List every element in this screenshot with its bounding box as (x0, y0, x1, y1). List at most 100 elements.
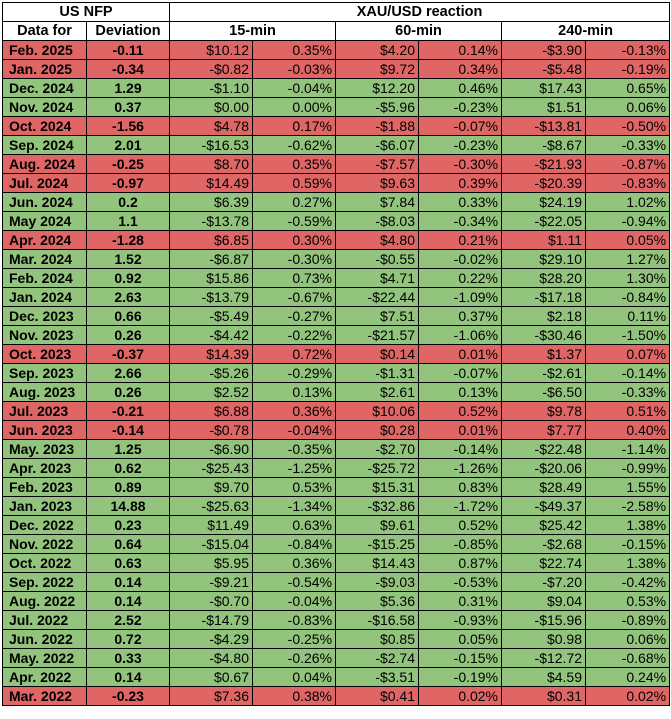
table-row: Aug. 2022 0.14 -$0.70 -0.04% $5.36 0.31% $9.04… (2, 591, 671, 611)
15-min-usd-cell: -$0.82 (169, 59, 254, 79)
60-min-usd-cell: $12.20 (335, 78, 420, 98)
60-min-pct-cell: 0.01% (418, 420, 503, 440)
15-min-usd-cell: $6.88 (169, 401, 254, 421)
240-min-pct-cell: -0.50% (585, 116, 671, 136)
60-min-pct-cell: -0.15% (418, 648, 503, 668)
240-min-pct-cell: -0.83% (585, 173, 671, 193)
240-min-pct-cell: -0.84% (585, 287, 671, 307)
deviation-cell: 2.52 (85, 610, 171, 630)
deviation-cell: 0.14 (85, 591, 171, 611)
month-cell: Nov. 2023 (2, 325, 87, 345)
60-min-pct-cell: -0.85% (418, 534, 503, 554)
240-min-pct-cell: -0.42% (585, 572, 671, 592)
60-min-usd-cell: -$5.96 (335, 97, 420, 117)
table-row: May. 2023 1.25 -$6.90 -0.35% -$2.70 -0.14% -$2… (2, 439, 671, 459)
table-row: Sep. 2023 2.66 -$5.26 -0.29% -$1.31 -0.07% -$2… (2, 363, 671, 383)
15-min-usd-cell: -$5.26 (169, 363, 254, 383)
240-min-pct-cell: 1.55% (585, 477, 671, 497)
240-min-usd-cell: $9.04 (501, 591, 587, 611)
15-min-pct-cell: -1.34% (252, 496, 337, 516)
240-min-usd-cell: -$30.46 (501, 325, 587, 345)
nfp-xau-reaction-table: US NFP XAU/USD reaction Data for Deviati… (1, 2, 671, 706)
table-row: Dec. 2022 0.23 $11.49 0.63% $9.61 0.52% $25.42… (2, 515, 671, 535)
table-row: Aug. 2024 -0.25 $8.70 0.35% -$7.57 -0.30% -$21… (2, 154, 671, 174)
60-min-usd-cell: $0.28 (335, 420, 420, 440)
15-min-pct-cell: 0.13% (252, 382, 337, 402)
60-min-pct-cell: -0.02% (418, 249, 503, 269)
15-min-pct-cell: 0.73% (252, 268, 337, 288)
60-min-pct-cell: 0.22% (418, 268, 503, 288)
deviation-cell: 0.14 (85, 667, 171, 687)
table-row: Apr. 2023 0.62 -$25.43 -1.25% -$25.72 -1.26% -… (2, 458, 671, 478)
60-min-pct-cell: 0.21% (418, 230, 503, 250)
240-min-pct-cell: -0.15% (585, 534, 671, 554)
60-min-header: 60-min (335, 21, 503, 41)
table-row: Nov. 2023 0.26 -$4.42 -0.22% -$21.57 -1.06% -$… (2, 325, 671, 345)
60-min-usd-cell: -$15.25 (335, 534, 420, 554)
15-min-usd-cell: $8.70 (169, 154, 254, 174)
month-cell: Feb. 2023 (2, 477, 87, 497)
15-min-pct-cell: 0.38% (252, 686, 337, 706)
month-cell: May 2024 (2, 211, 87, 231)
240-min-usd-cell: -$21.93 (501, 154, 587, 174)
240-min-usd-cell: -$20.06 (501, 458, 587, 478)
month-cell: Sep. 2022 (2, 572, 87, 592)
60-min-pct-cell: 0.87% (418, 553, 503, 573)
240-min-usd-cell: $9.78 (501, 401, 587, 421)
240-min-pct-cell: 0.53% (585, 591, 671, 611)
deviation-cell: 0.2 (85, 192, 171, 212)
15-min-usd-cell: -$13.78 (169, 211, 254, 231)
60-min-usd-cell: $10.06 (335, 401, 420, 421)
60-min-pct-cell: -0.34% (418, 211, 503, 231)
table-row: Mar. 2024 1.52 -$6.87 -0.30% -$0.55 -0.02% $29… (2, 249, 671, 269)
240-min-pct-cell: -2.58% (585, 496, 671, 516)
table-row: Dec. 2024 1.29 -$1.10 -0.04% $12.20 0.46% $17.… (2, 78, 671, 98)
240-min-pct-cell: -0.94% (585, 211, 671, 231)
table-row: Sep. 2024 2.01 -$16.53 -0.62% -$6.07 -0.23% -$… (2, 135, 671, 155)
60-min-usd-cell: $15.31 (335, 477, 420, 497)
15-min-usd-cell: -$1.10 (169, 78, 254, 98)
15-min-pct-cell: -0.54% (252, 572, 337, 592)
deviation-cell: 0.63 (85, 553, 171, 573)
table-row: Apr. 2024 -1.28 $6.85 0.30% $4.80 0.21% $1.11 0… (2, 230, 671, 250)
15-min-pct-cell: -0.25% (252, 629, 337, 649)
60-min-pct-cell: 0.83% (418, 477, 503, 497)
240-min-pct-cell: 0.11% (585, 306, 671, 326)
month-cell: Sep. 2023 (2, 363, 87, 383)
table-row: Sep. 2022 0.14 -$9.21 -0.54% -$9.03 -0.53% -$7… (2, 572, 671, 592)
240-min-pct-cell: 0.51% (585, 401, 671, 421)
15-min-usd-cell: -$16.53 (169, 135, 254, 155)
deviation-cell: 0.14 (85, 572, 171, 592)
month-cell: Jun. 2024 (2, 192, 87, 212)
60-min-usd-cell: $4.20 (335, 40, 420, 60)
60-min-pct-cell: -0.07% (418, 363, 503, 383)
table-row: Jul. 2022 2.52 -$14.79 -0.83% -$16.58 -0.93% -… (2, 610, 671, 630)
15-min-usd-cell: $14.39 (169, 344, 254, 364)
240-min-pct-cell: 0.06% (585, 629, 671, 649)
60-min-usd-cell: $4.71 (335, 268, 420, 288)
month-cell: Nov. 2022 (2, 534, 87, 554)
15-min-pct-cell: 0.53% (252, 477, 337, 497)
month-cell: Aug. 2024 (2, 154, 87, 174)
240-min-usd-cell: -$22.05 (501, 211, 587, 231)
15-min-pct-cell: -0.30% (252, 249, 337, 269)
15-min-usd-cell: -$14.79 (169, 610, 254, 630)
15-min-usd-cell: $9.70 (169, 477, 254, 497)
60-min-usd-cell: -$9.03 (335, 572, 420, 592)
240-min-pct-cell: 0.05% (585, 230, 671, 250)
table-row: Jan. 2024 2.63 -$13.79 -0.67% -$22.44 -1.09% -… (2, 287, 671, 307)
240-min-usd-cell: $7.77 (501, 420, 587, 440)
table-row: Jan. 2025 -0.34 -$0.82 -0.03% $9.72 0.34% -$5.… (2, 59, 671, 79)
60-min-pct-cell: 0.01% (418, 344, 503, 364)
240-min-usd-cell: -$7.20 (501, 572, 587, 592)
60-min-pct-cell: 0.37% (418, 306, 503, 326)
month-cell: Mar. 2024 (2, 249, 87, 269)
60-min-usd-cell: -$1.88 (335, 116, 420, 136)
240-min-pct-cell: 0.02% (585, 686, 671, 706)
240-min-pct-cell: -0.19% (585, 59, 671, 79)
60-min-pct-cell: 0.39% (418, 173, 503, 193)
60-min-usd-cell: $0.14 (335, 344, 420, 364)
15-min-pct-cell: -0.04% (252, 78, 337, 98)
15-min-usd-cell: -$15.04 (169, 534, 254, 554)
15-min-pct-cell: -0.59% (252, 211, 337, 231)
